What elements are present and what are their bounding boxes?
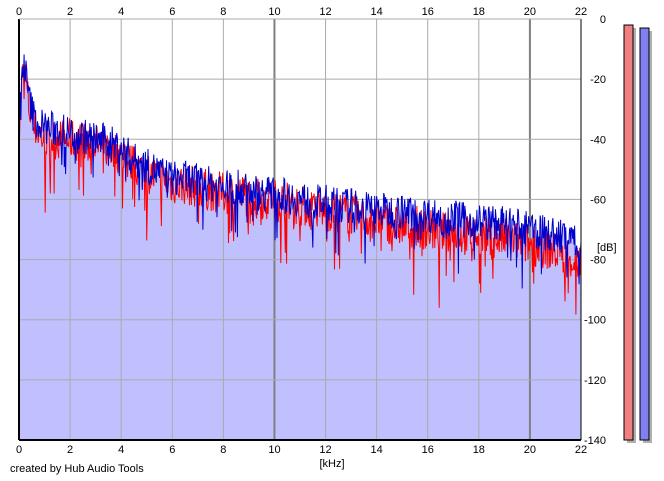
x-tick-top-11: 22 [575,6,587,18]
x-tick-top-5: 10 [268,6,280,18]
x-tick-top-1: 2 [67,6,73,18]
y-tick-5: -100 [584,315,606,327]
x-tick-top-8: 16 [422,6,434,18]
x-tick-labels-bottom: 0 2 4 6 8 10 12 14 16 18 20 22 [16,444,587,456]
x-tick-top-9: 18 [473,6,485,18]
y-tick-0: 0 [600,14,606,26]
x-tick-bottom-6: 12 [319,444,331,456]
x-tick-bottom-1: 2 [67,444,73,456]
x-tick-top-3: 6 [169,6,175,18]
x-tick-bottom-2: 4 [118,444,124,456]
series-layer [18,54,582,315]
x-tick-top-10: 20 [524,6,536,18]
x-tick-labels-top: 0 2 4 6 8 10 12 14 16 18 20 22 [16,6,587,18]
x-tick-bottom-4: 8 [220,444,226,456]
x-tick-top-7: 14 [371,6,383,18]
x-tick-bottom-3: 6 [169,444,175,456]
level-meter-1 [639,27,650,441]
x-axis-label: [kHz] [319,458,344,470]
y-tick-6: -120 [584,375,606,387]
x-tick-bottom-9: 18 [473,444,485,456]
y-tick-4: -80 [590,255,606,267]
level-meters [623,24,652,444]
spectrum-fill-layer [19,54,581,440]
x-tick-bottom-7: 14 [371,444,383,456]
x-tick-top-6: 12 [319,6,331,18]
x-tick-top-0: 0 [16,6,22,18]
y-tick-2: -40 [590,134,606,146]
level-meter-0 [623,24,634,441]
x-tick-bottom-8: 16 [422,444,434,456]
y-tick-7: -140 [584,435,606,447]
x-tick-bottom-5: 10 [268,444,280,456]
x-tick-top-2: 4 [118,6,124,18]
y-tick-1: -20 [590,74,606,86]
credit-text: created by Hub Audio Tools [10,463,144,475]
x-tick-bottom-11: 22 [575,444,587,456]
x-tick-bottom-0: 0 [16,444,22,456]
series-line-1 [18,54,582,289]
y-axis-label: [dB] [597,242,617,254]
y-tick-labels: 0 -20 -40 -60 -80 -100 -120 -140 [584,14,606,447]
x-tick-bottom-10: 20 [524,444,536,456]
x-tick-top-4: 8 [220,6,226,18]
y-tick-3: -60 [590,194,606,206]
plot-frame [18,18,582,441]
spectrum-fill [19,54,581,440]
